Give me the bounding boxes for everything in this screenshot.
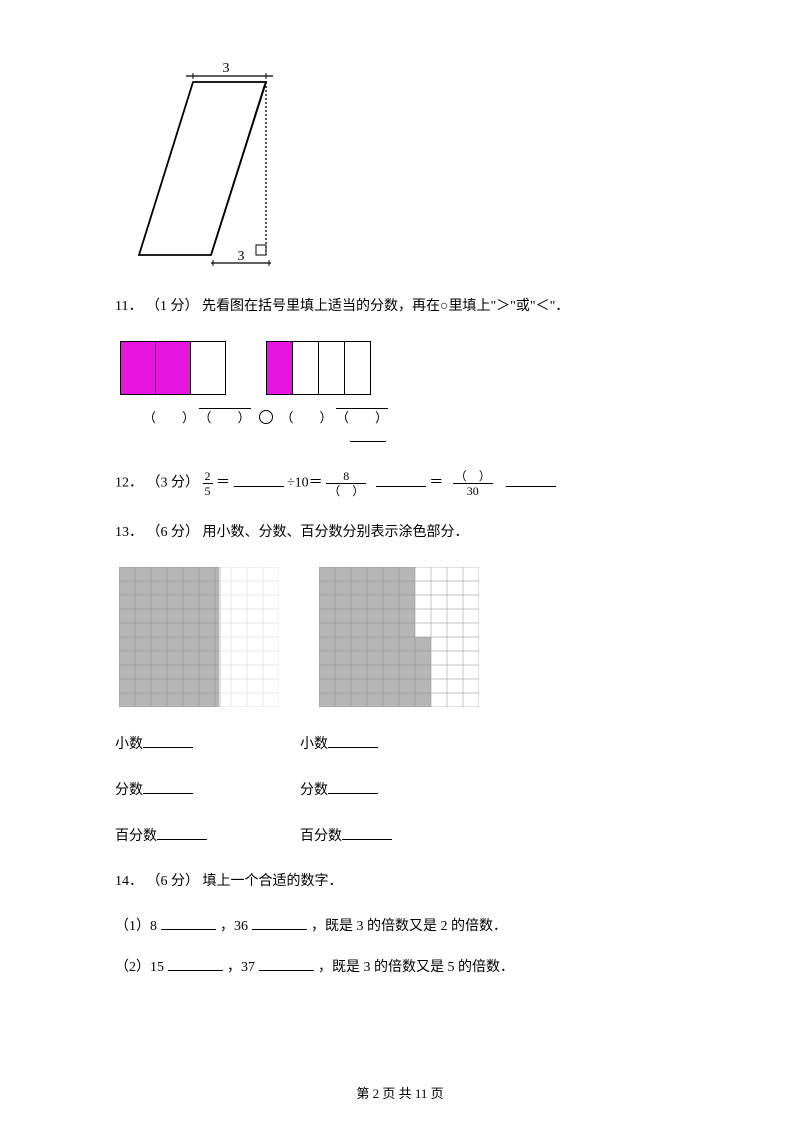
q13-grids [119, 567, 685, 707]
q13-points: （6 分） [147, 525, 200, 540]
blank[interactable] [168, 957, 223, 971]
q11-underline [350, 441, 386, 442]
q11-text: 先看图在括号里填上适当的分数，再在○里填上"＞"或"＜"． [202, 299, 569, 314]
question-12: 12． （3 分） 25 ＝ ÷10＝ 8（ ） ＝ （ ）30 [115, 469, 685, 498]
grid-2 [319, 567, 479, 707]
svg-text:3: 3 [223, 61, 230, 76]
q13-row-decimal: 小数 小数 [115, 733, 685, 753]
q12-num: 12． [115, 476, 143, 491]
grid-1 [119, 567, 279, 707]
q13-row-fraction: 分数 分数 [115, 779, 685, 799]
blank[interactable] [328, 780, 378, 794]
page-footer: 第 2 页 共 11 页 [0, 1083, 800, 1102]
blank[interactable] [161, 916, 216, 930]
q12-points: （3 分） [147, 476, 200, 491]
blank[interactable] [328, 734, 378, 748]
q14-text: 填上一个合适的数字． [203, 874, 343, 889]
q11-figures [120, 341, 685, 395]
blank[interactable] [376, 473, 426, 487]
q11-num: 11． [115, 299, 142, 314]
blank[interactable] [506, 473, 556, 487]
q14-num: 14． [115, 874, 143, 889]
blank[interactable] [143, 780, 193, 794]
blank[interactable] [342, 826, 392, 840]
blank[interactable] [143, 734, 193, 748]
q11-points: （1 分） [146, 299, 199, 314]
rect-thirds [120, 341, 226, 395]
compare-circle[interactable] [259, 410, 273, 424]
blank[interactable] [234, 473, 284, 487]
parallelogram-figure: 3 3 [131, 60, 301, 270]
q13-num: 13． [115, 525, 143, 540]
blank[interactable] [252, 916, 307, 930]
q14-line2: （2）15，37，既是 3 的倍数又是 5 的倍数． [115, 957, 685, 978]
question-13: 13． （6 分） 用小数、分数、百分数分别表示涂色部分． [115, 522, 685, 543]
question-14: 14． （6 分） 填上一个合适的数字． [115, 871, 685, 892]
question-11: 11． （1 分） 先看图在括号里填上适当的分数，再在○里填上"＞"或"＜"． [115, 296, 685, 317]
blank[interactable] [259, 957, 314, 971]
q13-text: 用小数、分数、百分数分别表示涂色部分． [203, 525, 469, 540]
svg-text:3: 3 [238, 249, 245, 264]
q13-row-percent: 百分数 百分数 [115, 825, 685, 845]
q14-points: （6 分） [147, 874, 200, 889]
blank[interactable] [157, 826, 207, 840]
q14-line1: （1）8，36，既是 3 的倍数又是 2 的倍数． [115, 916, 685, 937]
q11-fraction-compare: （ ） （ ） （ ） （ ） [143, 407, 685, 427]
parallelogram-svg: 3 3 [131, 60, 301, 270]
rect-quarters [266, 341, 371, 395]
